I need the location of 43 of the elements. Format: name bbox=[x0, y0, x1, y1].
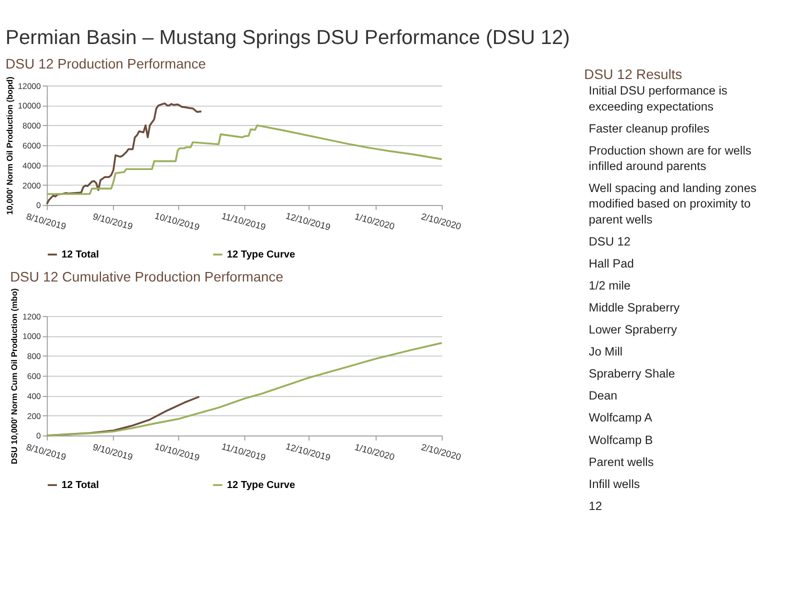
legend-label: 12 Type Curve bbox=[226, 249, 296, 260]
text: Dean bbox=[588, 388, 618, 403]
line-series bbox=[46, 102, 202, 205]
y-axis-title: 10,000' Norm Oil Production (bopd) bbox=[5, 76, 14, 215]
y-tick-label: 600 bbox=[27, 372, 42, 382]
legend-label: 12 Type Curve bbox=[226, 480, 296, 491]
text: 12 bbox=[588, 498, 602, 513]
y-tick-label: 1200 bbox=[22, 312, 42, 322]
legend-label: 12 Total bbox=[62, 480, 100, 491]
legend-label: 12 Total bbox=[62, 249, 100, 260]
text: Hall Pad bbox=[588, 256, 634, 270]
y-tick-label: 1000 bbox=[22, 332, 42, 342]
text: Spraberry Shale bbox=[588, 366, 676, 381]
text: Well spacing and landing zones modified based on proximity to parent wells bbox=[588, 181, 756, 226]
line-series bbox=[46, 124, 443, 195]
y-axis-title: DSU 10,000' Norm Cum Oil Production (mbo) bbox=[10, 288, 19, 464]
text: Parent wells bbox=[588, 454, 654, 469]
y-tick-label: 200 bbox=[27, 412, 42, 421]
text: Wolfcamp B bbox=[588, 432, 653, 447]
text: Initial DSU performance is exceeding expectations bbox=[588, 84, 728, 114]
chart-title: Permian Basin – Mustang Springs DSU Performance (DSU 12) bbox=[5, 26, 570, 49]
text: Infill wells bbox=[588, 476, 640, 491]
chart-subtitle: DSU 12 Cumulative Production Performance bbox=[10, 269, 284, 284]
y-tick-label: 400 bbox=[27, 392, 42, 401]
y-tick-label: 2000 bbox=[22, 181, 42, 190]
y-tick-label: 0 bbox=[36, 432, 42, 441]
chart-subtitle: DSU 12 Production Performance bbox=[5, 56, 206, 72]
y-tick-label: 12000 bbox=[18, 82, 42, 91]
y-tick-label: 800 bbox=[27, 352, 42, 362]
text: Lower Spraberry bbox=[588, 322, 678, 337]
y-tick-label: 10000 bbox=[18, 102, 42, 111]
text: Production shown are for wells infilled around parents bbox=[588, 143, 752, 174]
y-tick-label: 0 bbox=[36, 201, 42, 210]
y-tick-label: 4000 bbox=[22, 161, 42, 170]
text: 1/2 mile bbox=[588, 278, 631, 292]
y-tick-label: 6000 bbox=[22, 141, 42, 150]
y-tick-label: 8000 bbox=[22, 122, 42, 131]
text: Jo Mill bbox=[588, 344, 623, 359]
text: DSU 12 Results bbox=[584, 67, 682, 82]
text: DSU 12 bbox=[588, 234, 631, 248]
text: Middle Spraberry bbox=[588, 300, 680, 314]
text: Faster cleanup profiles bbox=[588, 121, 710, 136]
text: Wolfcamp A bbox=[588, 410, 652, 425]
